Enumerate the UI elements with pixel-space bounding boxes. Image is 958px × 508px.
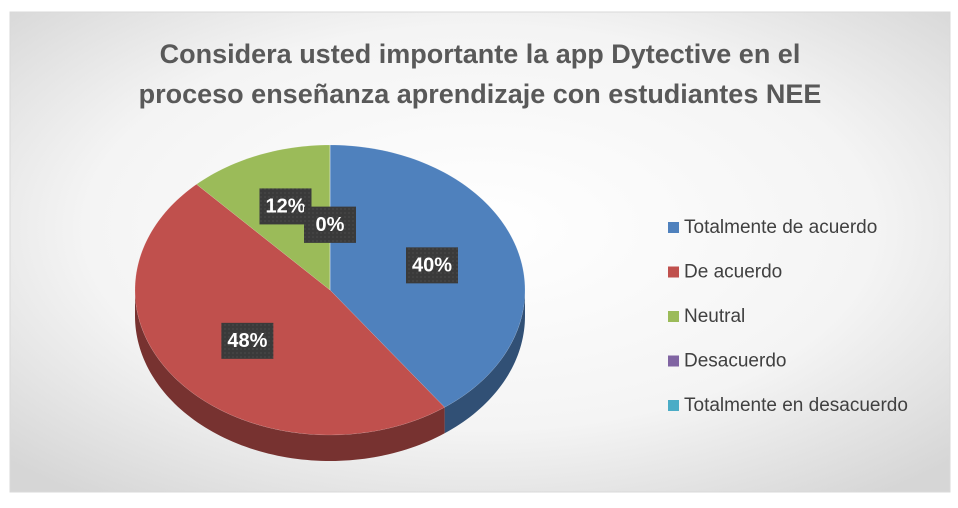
data-label-box [259, 188, 312, 225]
slice [134, 183, 446, 436]
chart-title: Considera usted importante la app Dytect… [138, 39, 822, 109]
data-label: 12% [265, 196, 305, 218]
legend-label: Desacuerdo [684, 351, 786, 372]
legend-label: Totalmente en desacuerdo [684, 395, 908, 416]
data-label-box [304, 206, 356, 243]
legend-swatch [668, 222, 679, 233]
legend-label: De acuerdo [684, 262, 782, 283]
slice-side [135, 290, 445, 461]
data-label: 48% [227, 330, 267, 352]
legend-swatch [668, 266, 679, 278]
data-label: 40% [412, 255, 452, 277]
legend-label: Totalmente de acuerdo [684, 217, 877, 238]
legend-swatch [668, 355, 679, 367]
legend-label: Neutral [684, 306, 745, 327]
data-label: 0% [316, 214, 345, 236]
legend-swatch [668, 311, 679, 322]
data-label-box [221, 322, 274, 359]
slice-side [444, 290, 525, 434]
data-label-box [406, 247, 459, 284]
title-box: Considera usted importante la app Dytect… [138, 39, 822, 109]
legend-swatch [668, 400, 679, 411]
